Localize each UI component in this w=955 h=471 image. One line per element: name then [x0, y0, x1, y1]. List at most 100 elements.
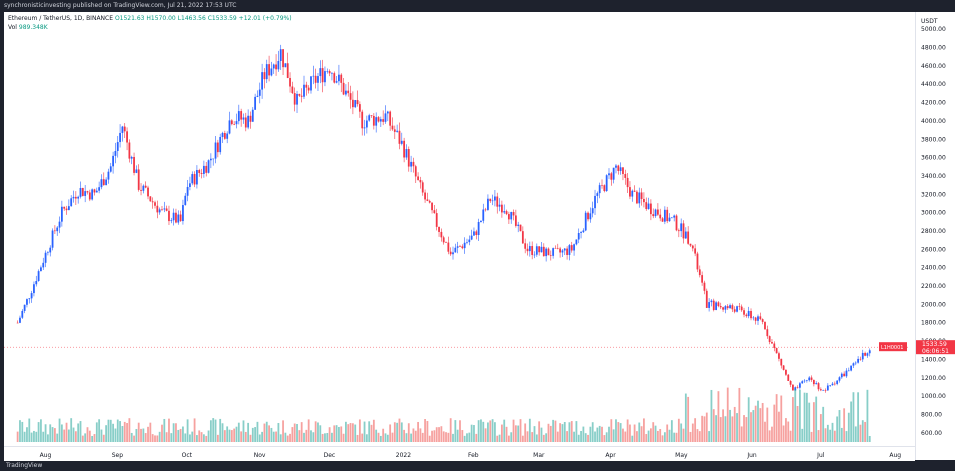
candle-body	[694, 248, 697, 254]
candle-body	[389, 111, 392, 126]
candle-body	[568, 245, 571, 255]
low-value: L1463.56	[177, 15, 206, 22]
candle-body	[629, 187, 631, 197]
volume-bar	[785, 418, 787, 442]
volume-bar	[717, 391, 720, 442]
time-tick-label: Feb	[468, 452, 479, 459]
candle-body	[500, 204, 503, 213]
candle-body	[228, 120, 231, 134]
candle-body	[764, 321, 766, 330]
candle-body	[128, 142, 131, 159]
volume-bar	[191, 431, 194, 442]
volume-bar	[726, 387, 729, 442]
candle-body	[310, 76, 312, 91]
volume-bar	[799, 389, 801, 442]
volume-bar	[393, 422, 396, 442]
candle-body	[864, 352, 866, 356]
volume-bar	[754, 405, 757, 442]
volume-bar	[489, 420, 492, 442]
volume-bar	[391, 432, 394, 442]
volume-bar	[575, 421, 578, 442]
volume-bar	[251, 427, 254, 442]
volume-bar	[42, 431, 45, 442]
candle-body	[221, 132, 224, 137]
volume-bar	[140, 428, 142, 442]
countdown-value: 06:06:51	[922, 348, 949, 355]
candle-body	[384, 113, 387, 122]
price-tick-label: 2800.00	[921, 228, 946, 235]
candle-body	[56, 227, 59, 232]
candle-body	[79, 187, 82, 197]
candle-body	[186, 186, 189, 196]
candlestick-plot[interactable]: L1H0001	[4, 12, 915, 446]
price-scale[interactable]: USDT 5000.00 4800.00 4600.00 4400.00 4200.00 4…	[915, 12, 955, 460]
volume-bar	[598, 425, 601, 442]
volume-bar	[228, 429, 231, 442]
candle-body	[689, 243, 692, 246]
volume-bar	[743, 415, 745, 442]
candle-body	[580, 232, 582, 233]
volume-bar	[284, 432, 287, 442]
candle-body	[514, 215, 517, 226]
volume-bar	[58, 418, 61, 442]
candle-body	[40, 267, 42, 272]
candle-body	[526, 248, 529, 252]
volume-bar	[189, 434, 191, 442]
candle-body	[638, 192, 641, 204]
candle-body	[836, 380, 839, 384]
candle-body	[391, 125, 394, 130]
candle-body	[93, 189, 96, 193]
price-tick-label: 4000.00	[921, 118, 946, 125]
chart-area[interactable]: L1H0001	[4, 12, 915, 460]
candle-body	[200, 172, 203, 174]
volume-bar	[95, 422, 98, 442]
volume-bar	[633, 424, 636, 442]
volume-bar	[240, 431, 243, 442]
volume-bar	[810, 431, 813, 442]
price-tick-label: 3800.00	[921, 136, 946, 143]
volume-bar	[158, 431, 161, 442]
candle-body	[845, 370, 848, 377]
volume-bar	[172, 423, 175, 442]
candle-body	[745, 314, 748, 317]
volume-bar	[538, 421, 541, 442]
candle-body	[626, 177, 629, 188]
volume-bar	[209, 420, 212, 442]
candle-body	[270, 68, 273, 76]
candle-body	[340, 74, 343, 83]
candle-body	[175, 212, 177, 223]
volume-bar	[79, 421, 82, 442]
volume-bar	[205, 435, 208, 442]
time-scale[interactable]: Aug Sep Oct Nov Dec 2022 Feb Mar Apr May Jun Jul Aug	[4, 446, 915, 461]
candle-body	[473, 231, 475, 236]
candle-body	[743, 310, 745, 315]
candle-body	[21, 310, 24, 318]
volume-bar	[175, 423, 177, 442]
volume-bar	[854, 426, 857, 442]
volume-bar	[200, 432, 203, 442]
volume-bar	[826, 424, 829, 442]
candle-body	[817, 383, 820, 390]
volume-bar	[16, 431, 19, 442]
volume-bar	[123, 421, 126, 442]
candle-body	[193, 174, 196, 185]
candle-body	[631, 190, 634, 197]
volume-bar	[833, 430, 836, 442]
volume-bar	[612, 429, 615, 442]
candle-body	[775, 348, 778, 354]
volume-bar	[663, 432, 666, 442]
candle-body	[484, 209, 487, 211]
volume-bar	[789, 430, 792, 442]
volume-bar	[701, 415, 704, 442]
candle-body	[615, 165, 617, 168]
volume-bar	[812, 402, 815, 442]
volume-bar	[351, 423, 354, 442]
candle-body	[833, 383, 836, 385]
candle-body	[535, 246, 538, 255]
volume-bar	[19, 420, 21, 442]
candle-body	[419, 179, 422, 183]
volume-bar	[137, 422, 140, 442]
volume-bar	[303, 432, 305, 442]
high-value: H1570.00	[146, 15, 176, 22]
volume-bar	[512, 419, 515, 442]
